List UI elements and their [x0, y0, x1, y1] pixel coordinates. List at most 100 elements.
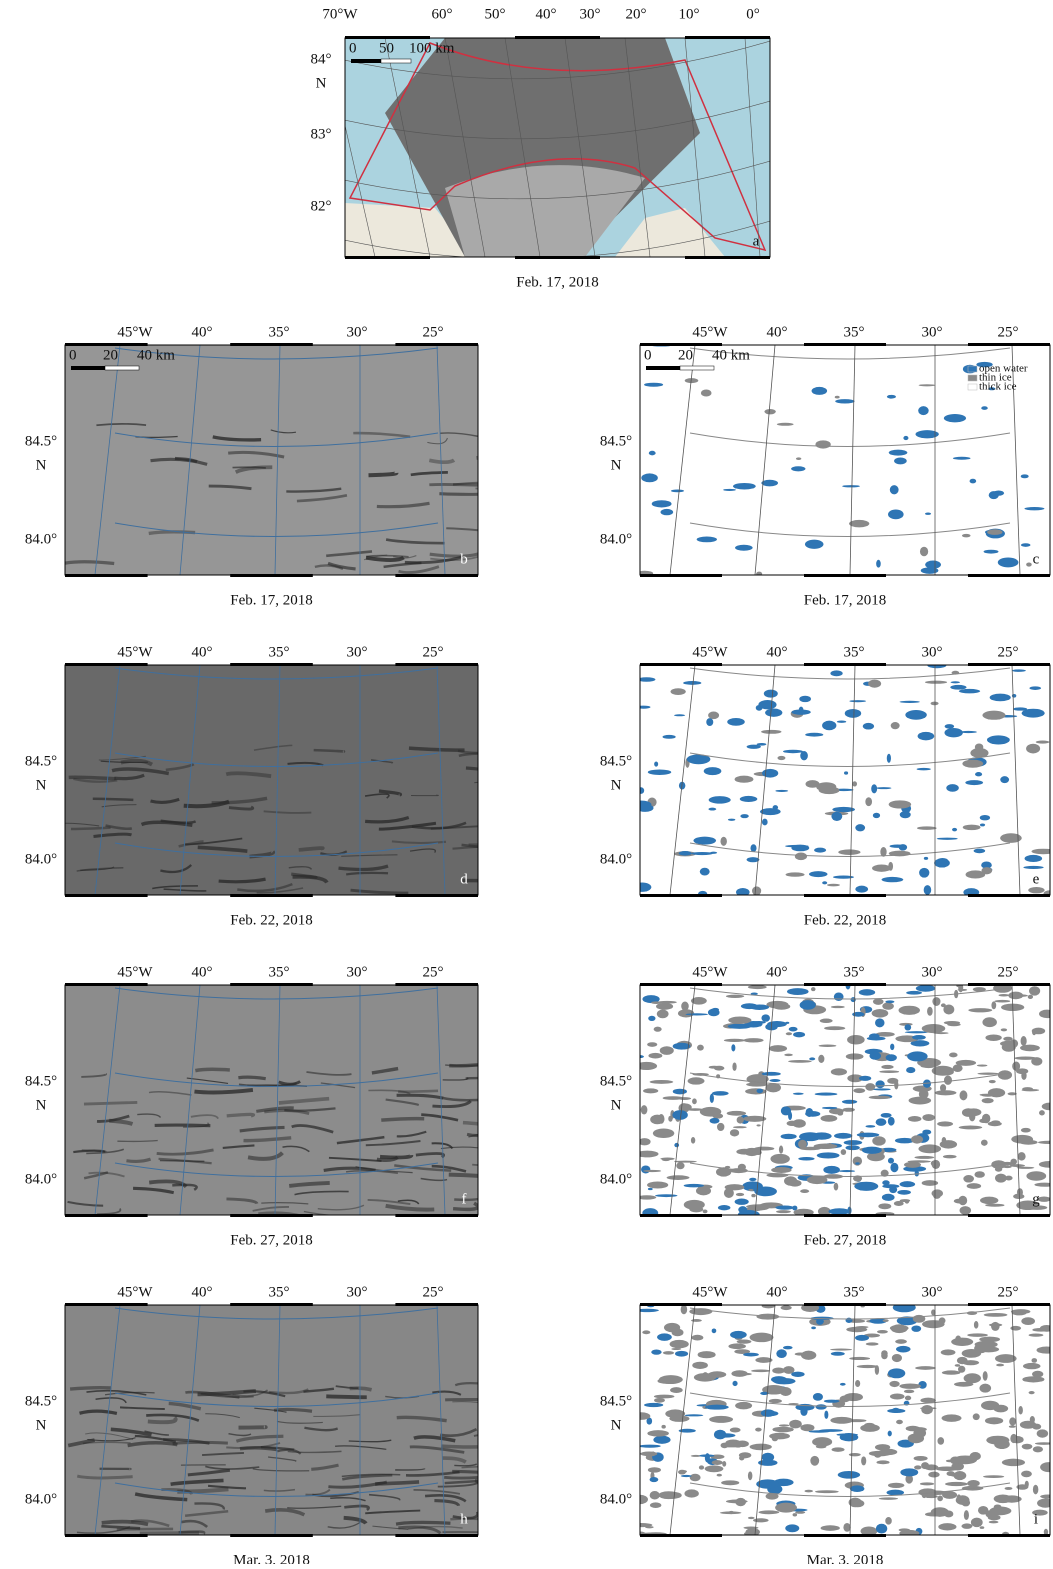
open-water — [881, 1113, 892, 1118]
thin-ice — [964, 1373, 981, 1383]
thin-ice — [1021, 1471, 1032, 1478]
open-water — [662, 735, 675, 739]
thin-ice — [922, 1180, 939, 1186]
thin-ice — [657, 1010, 669, 1019]
thin-ice — [984, 1313, 1008, 1317]
lead — [274, 1409, 312, 1411]
open-water — [831, 1352, 845, 1356]
thin-ice — [726, 1500, 748, 1504]
thin-ice — [922, 1024, 946, 1033]
longitude-label: 40° — [192, 1284, 213, 1300]
thin-ice — [798, 1140, 807, 1149]
frame-bar — [65, 983, 148, 986]
panel-letter: h — [460, 1511, 468, 1527]
open-water — [652, 500, 672, 507]
open-water — [661, 509, 674, 515]
open-water — [671, 489, 684, 492]
open-water — [733, 483, 756, 490]
thin-ice — [650, 1491, 660, 1500]
latitude-label: 84.5° — [25, 1073, 57, 1089]
thin-ice — [678, 1470, 687, 1473]
thin-ice — [1028, 995, 1033, 999]
thin-ice — [801, 1351, 816, 1360]
open-water — [919, 868, 929, 878]
thin-ice — [994, 1494, 1012, 1503]
thin-ice — [954, 1199, 965, 1204]
thin-ice — [712, 1460, 723, 1465]
open-water — [809, 1057, 815, 1060]
thin-ice — [702, 1372, 708, 1379]
frame-bar — [230, 574, 313, 577]
open-water — [900, 1181, 916, 1187]
thin-ice — [962, 1108, 975, 1117]
longitude-label: 40° — [192, 644, 213, 660]
open-water — [648, 1188, 653, 1190]
open-water — [906, 991, 922, 995]
thin-ice — [751, 1369, 770, 1372]
panel-letter: d — [460, 871, 468, 887]
thin-ice — [819, 1044, 837, 1047]
thin-ice — [691, 1319, 702, 1322]
open-water — [728, 819, 735, 821]
thin-ice — [1036, 740, 1050, 743]
thin-ice — [899, 1383, 921, 1388]
thin-ice — [927, 1007, 933, 1016]
thin-ice — [840, 1395, 851, 1402]
thin-ice — [697, 1045, 704, 1051]
thin-ice — [701, 389, 712, 396]
panel-letter: e — [1033, 871, 1040, 887]
frame-bar — [345, 36, 430, 39]
thin-ice — [985, 1034, 1001, 1040]
thin-ice — [981, 1140, 988, 1146]
thin-ice — [967, 1183, 982, 1189]
latitude-label: 84.0° — [600, 1171, 632, 1187]
lead — [155, 1125, 211, 1126]
thin-ice — [964, 1510, 969, 1520]
open-water — [765, 708, 782, 716]
open-water — [835, 399, 854, 403]
thin-ice — [883, 1319, 889, 1322]
open-water — [857, 1133, 879, 1138]
thin-ice — [932, 997, 940, 1006]
thin-ice — [914, 1156, 934, 1159]
open-water — [918, 406, 928, 415]
thin-ice — [668, 1116, 672, 1122]
thin-ice — [721, 1480, 739, 1485]
thin-ice — [777, 756, 785, 760]
open-water — [638, 787, 644, 794]
thin-ice — [908, 1116, 922, 1122]
frame-bar — [230, 894, 313, 897]
thin-ice — [973, 1413, 980, 1420]
frame-bar — [640, 574, 722, 577]
open-water — [918, 732, 935, 740]
thin-ice — [914, 1465, 921, 1469]
frame-bar — [395, 983, 478, 986]
longitude-label: 30° — [347, 324, 368, 340]
open-water — [637, 1055, 644, 1058]
thin-ice — [660, 1158, 674, 1161]
open-water — [654, 761, 658, 766]
thin-ice — [690, 1474, 701, 1481]
map-content — [65, 1305, 526, 1535]
open-water — [683, 681, 701, 685]
thin-ice — [815, 1490, 839, 1493]
longitude-label: 25° — [998, 324, 1019, 340]
thin-ice — [762, 1304, 776, 1309]
thin-ice — [769, 1045, 787, 1052]
thin-ice — [882, 1002, 894, 1009]
thin-ice — [676, 1162, 684, 1169]
open-water — [824, 1155, 829, 1157]
open-water — [906, 1067, 915, 1073]
thin-ice — [955, 1364, 961, 1367]
open-water — [712, 1091, 729, 1096]
thin-ice — [807, 1176, 828, 1184]
date-caption: Feb. 17, 2018 — [516, 274, 599, 290]
open-water — [944, 728, 962, 737]
thin-ice — [1022, 1376, 1044, 1382]
open-water — [674, 1143, 679, 1147]
thin-ice — [735, 776, 754, 783]
open-water — [655, 1194, 677, 1197]
thin-ice — [1018, 1152, 1026, 1160]
open-water — [925, 513, 931, 515]
latitude-label: 84° — [311, 51, 332, 67]
